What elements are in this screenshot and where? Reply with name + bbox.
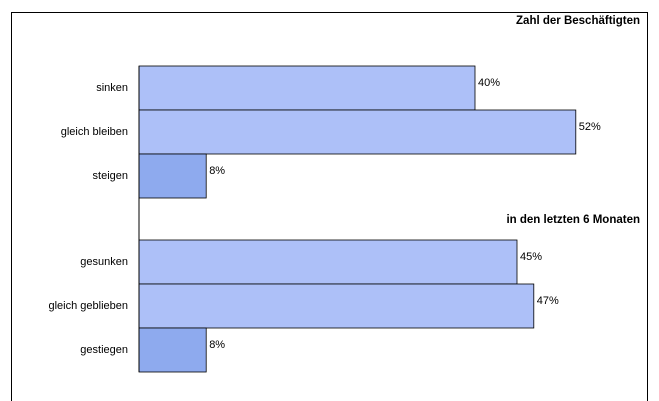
value-label: 47% bbox=[537, 295, 559, 307]
frame bbox=[11, 12, 648, 401]
bar bbox=[138, 109, 577, 155]
value-label: 8% bbox=[209, 339, 225, 351]
bar bbox=[138, 239, 518, 285]
group-title: in den letzten 6 Monaten bbox=[506, 214, 640, 226]
value-label: 52% bbox=[579, 121, 601, 133]
category-label: gesunken bbox=[80, 256, 128, 268]
bar bbox=[138, 283, 535, 329]
category-label: sinken bbox=[96, 82, 128, 94]
bar bbox=[138, 65, 476, 111]
value-label: 40% bbox=[478, 77, 500, 89]
category-label: gestiegen bbox=[80, 344, 128, 356]
category-label: steigen bbox=[93, 170, 128, 182]
category-label: gleich geblieben bbox=[48, 300, 128, 312]
value-label: 8% bbox=[209, 165, 225, 177]
bar bbox=[138, 153, 207, 199]
group-title: Zahl der Beschäftigten bbox=[516, 15, 640, 27]
category-label: gleich bleiben bbox=[61, 126, 128, 138]
bar bbox=[138, 327, 207, 373]
value-label: 45% bbox=[520, 251, 542, 263]
